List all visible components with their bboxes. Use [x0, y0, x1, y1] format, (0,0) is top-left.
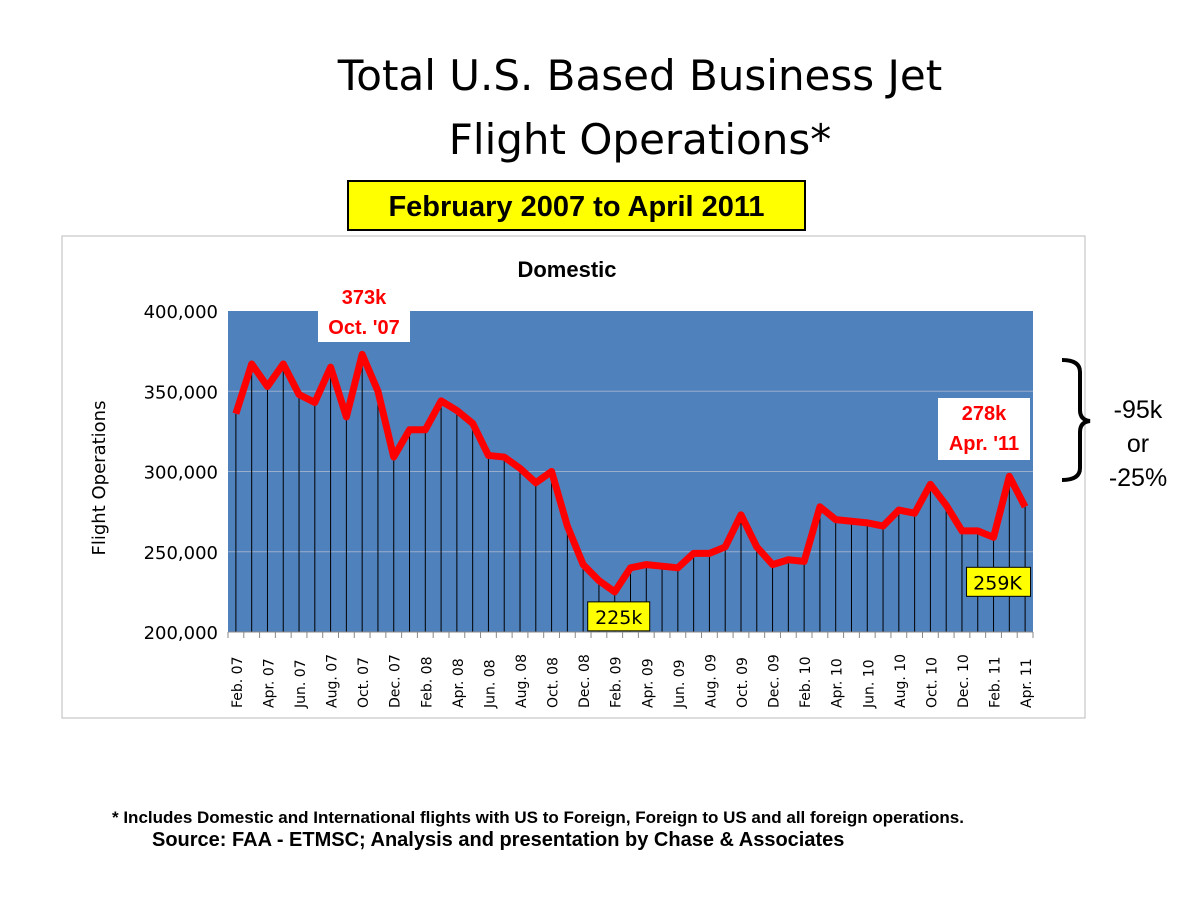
x-tick-label: Aug. 10 [893, 654, 909, 708]
y-tick-label: 350,000 [144, 382, 218, 403]
x-tick-label: Jun. 07 [293, 659, 309, 709]
change-percent: -25% [1108, 464, 1168, 492]
x-tick-label: Aug. 09 [703, 654, 719, 708]
source-note: Source: FAA - ETMSC; Analysis and presen… [152, 829, 845, 851]
annotation-box [938, 398, 1030, 460]
x-tick-label: Dec. 10 [956, 654, 972, 708]
y-axis-label: Flight Operations [89, 401, 110, 556]
x-tick-label: Oct. 08 [546, 657, 562, 708]
x-tick-label: Jun. 08 [482, 659, 498, 709]
annotation-box [318, 310, 410, 342]
y-tick-label: 300,000 [144, 463, 218, 484]
x-tick-label: Jun. 09 [672, 659, 688, 709]
x-tick-label: Apr. 11 [1019, 658, 1035, 708]
annotation-label: 225k [595, 607, 642, 629]
x-tick-label: Dec. 08 [577, 654, 593, 708]
x-tick-label: Feb. 07 [230, 656, 246, 708]
x-tick-label: Feb. 10 [798, 656, 814, 708]
y-tick-label: 250,000 [144, 543, 218, 564]
change-annotation: -95k or -25% [1098, 393, 1178, 495]
annotation-date: Apr. '11 [949, 433, 1019, 455]
x-tick-label: Oct. 09 [735, 657, 751, 708]
x-tick-label: Apr. 07 [261, 658, 277, 708]
change-value: -95k [1113, 396, 1163, 424]
x-tick-label: Dec. 07 [388, 654, 404, 708]
x-tick-label: Oct. 07 [356, 657, 372, 708]
page-title-line2: Flight Operations* [448, 115, 832, 164]
bracket-icon [1061, 358, 1091, 482]
x-tick-label: Aug. 08 [514, 654, 530, 708]
page-title-line1: Total U.S. Based Business Jet [337, 51, 943, 100]
x-tick-label: Feb. 11 [988, 656, 1004, 708]
change-or: or [1126, 430, 1150, 458]
x-tick-label: Jun. 10 [861, 659, 877, 709]
date-range-badge: February 2007 to April 2011 [347, 180, 806, 231]
x-tick-label: Apr. 09 [640, 658, 656, 708]
annotation-box [966, 566, 1032, 597]
footnote: * Includes Domestic and International fl… [112, 808, 964, 827]
x-tick-label: Feb. 09 [609, 656, 625, 708]
series-line-domestic [232, 350, 1029, 596]
x-tick-label: Apr. 10 [830, 658, 846, 708]
x-tick-label: Oct. 10 [924, 657, 940, 708]
annotation-label: 259K [973, 572, 1022, 594]
annotation-value: 373k [342, 287, 387, 309]
x-tick-label: Aug. 07 [325, 654, 341, 708]
annotation-value: 278k [962, 403, 1007, 425]
chart-title: Domestic [517, 257, 616, 282]
x-tick-label: Feb. 08 [419, 656, 435, 708]
y-tick-label: 200,000 [144, 623, 218, 644]
y-tick-label: 400,000 [144, 302, 218, 323]
annotation-date: Oct. '07 [328, 317, 399, 339]
x-tick-label: Apr. 08 [451, 658, 467, 708]
annotation-box [587, 601, 651, 632]
x-tick-label: Dec. 09 [767, 654, 783, 708]
